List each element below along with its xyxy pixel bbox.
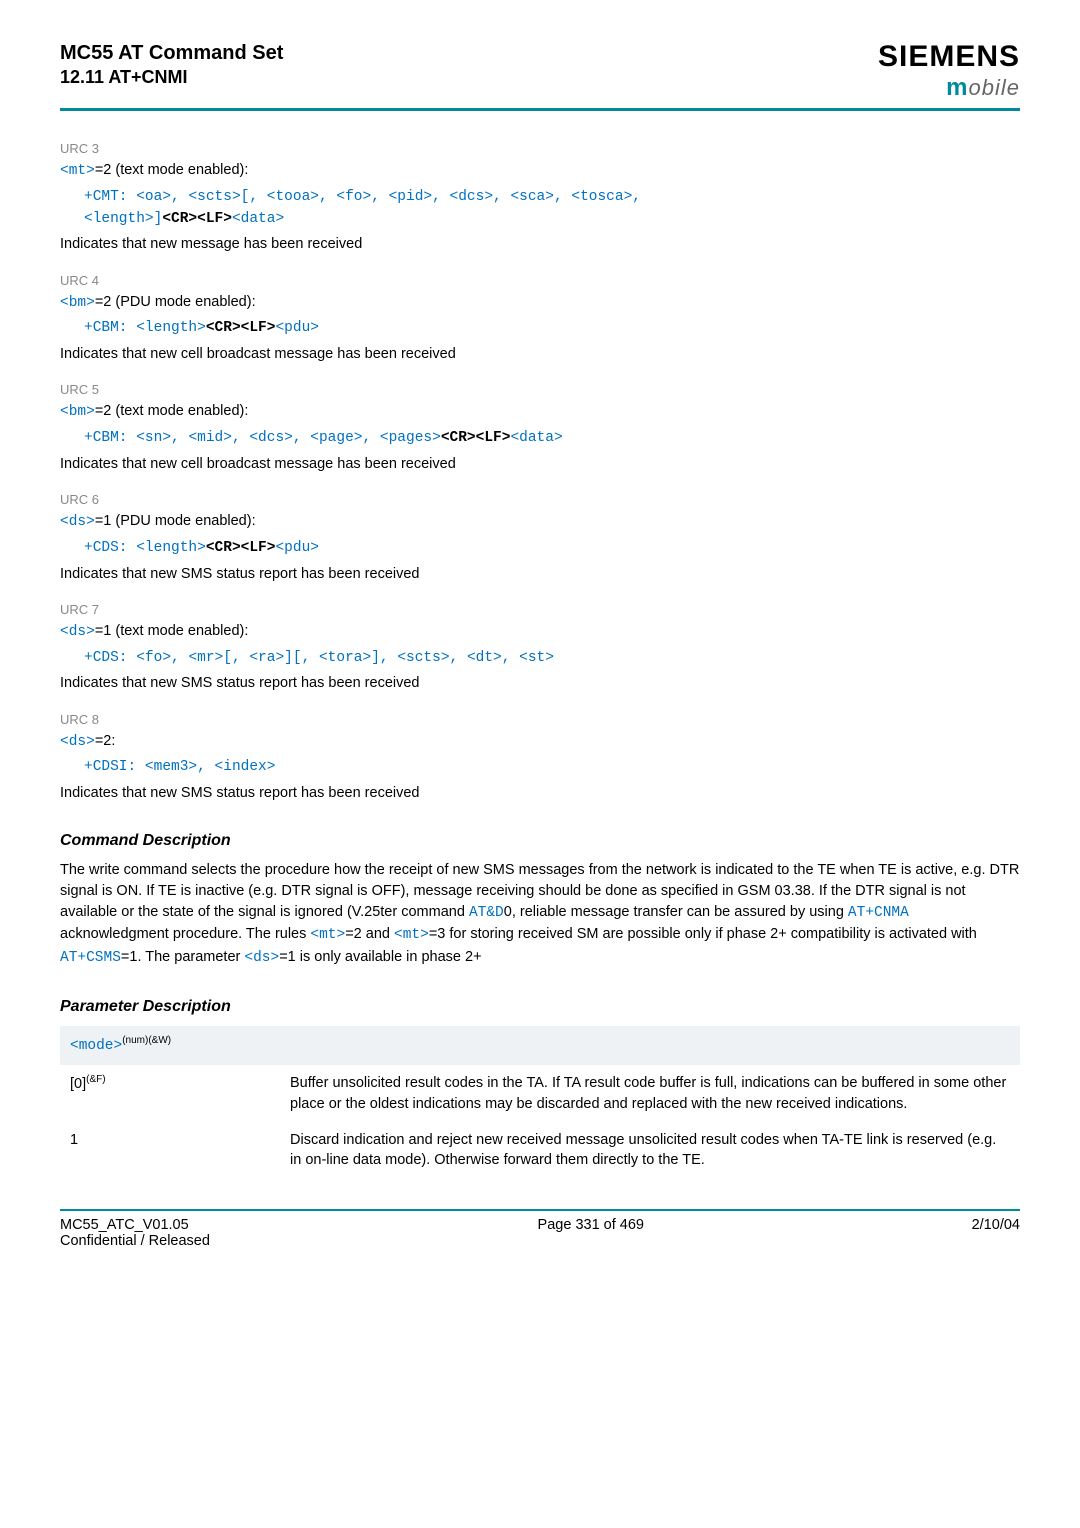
text: acknowledgment procedure. The rules — [60, 926, 310, 942]
param-ref[interactable]: <ds> — [60, 514, 95, 530]
header-rule — [60, 108, 1020, 111]
parameter-description-heading: Parameter Description — [60, 998, 1020, 1016]
footer-version: MC55_ATC_V01.05 — [60, 1217, 210, 1233]
doc-title: MC55 AT Command Set — [60, 40, 283, 66]
param-ref[interactable]: <mt> — [60, 163, 95, 179]
param-value: Discard indication and reject new receiv… — [280, 1122, 1020, 1179]
urc-code: +CBM: <length><CR><LF><pdu> — [84, 318, 1020, 340]
key-sup: (&F) — [86, 1074, 105, 1085]
urc-5: URC 5 <bm>=2 (text mode enabled): +CBM: … — [60, 382, 1020, 474]
urc-mode-line: <ds>=2: — [60, 731, 1020, 754]
param-ref[interactable]: <ds> — [60, 624, 95, 640]
urc-desc: Indicates that new SMS status report has… — [60, 783, 1020, 803]
table-row: <mode>(num)(&W) — [60, 1026, 1020, 1066]
mode-text: =2 (PDU mode enabled): — [95, 294, 256, 310]
urc-4: URC 4 <bm>=2 (PDU mode enabled): +CBM: <… — [60, 273, 1020, 365]
command-description-heading: Command Description — [60, 832, 1020, 850]
brand-block: SIEMENS mobile — [878, 40, 1020, 102]
table-row: [0](&F) Buffer unsolicited result codes … — [60, 1065, 1020, 1122]
mt-ref[interactable]: <mt> — [310, 927, 345, 943]
mode-cell: <mode>(num)(&W) — [60, 1026, 1020, 1066]
parameter-table: <mode>(num)(&W) [0](&F) Buffer unsolicit… — [60, 1026, 1020, 1179]
at-d-link[interactable]: AT&D — [469, 905, 504, 921]
urc-label: URC 4 — [60, 273, 1020, 288]
command-description-text: The write command selects the procedure … — [60, 860, 1020, 970]
text: =3 for storing received SM are possible … — [429, 926, 977, 942]
urc-label: URC 7 — [60, 602, 1020, 617]
ds-ref[interactable]: <ds> — [244, 950, 279, 966]
urc-desc: Indicates that new cell broadcast messag… — [60, 454, 1020, 474]
urc-code: +CDS: <length><CR><LF><pdu> — [84, 538, 1020, 560]
at-csms-link[interactable]: AT+CSMS — [60, 950, 121, 966]
table-row: 1 Discard indication and reject new rece… — [60, 1122, 1020, 1179]
footer-date: 2/10/04 — [972, 1217, 1020, 1249]
param-key: 1 — [60, 1122, 280, 1179]
param-ref[interactable]: <ds> — [60, 734, 95, 750]
urc-desc: Indicates that new cell broadcast messag… — [60, 344, 1020, 364]
brand-sub-text: obile — [969, 75, 1020, 100]
mode-text: =1 (text mode enabled): — [95, 623, 249, 639]
footer-page: Page 331 of 469 — [538, 1217, 644, 1249]
urc-7: URC 7 <ds>=1 (text mode enabled): +CDS: … — [60, 602, 1020, 694]
urc-code: +CBM: <sn>, <mid>, <dcs>, <page>, <pages… — [84, 428, 1020, 450]
brand-sub: mobile — [878, 74, 1020, 102]
text: =2 and — [345, 926, 394, 942]
urc-code: +CDS: <fo>, <mr>[, <ra>][, <tora>], <sct… — [84, 648, 1020, 670]
urc-label: URC 5 — [60, 382, 1020, 397]
urc-label: URC 8 — [60, 712, 1020, 727]
text: =1. The parameter — [121, 949, 244, 965]
urc-mode-line: <ds>=1 (PDU mode enabled): — [60, 511, 1020, 534]
urc-mode-line: <ds>=1 (text mode enabled): — [60, 621, 1020, 644]
page-footer: MC55_ATC_V01.05 Confidential / Released … — [60, 1217, 1020, 1249]
footer-left: MC55_ATC_V01.05 Confidential / Released — [60, 1217, 210, 1249]
mt-ref[interactable]: <mt> — [394, 927, 429, 943]
urc-desc: Indicates that new message has been rece… — [60, 234, 1020, 254]
page-header: MC55 AT Command Set 12.11 AT+CNMI SIEMEN… — [60, 40, 1020, 102]
mode-text: =1 (PDU mode enabled): — [95, 513, 256, 529]
param-ref[interactable]: <bm> — [60, 404, 95, 420]
title-block: MC55 AT Command Set 12.11 AT+CNMI — [60, 40, 283, 89]
mode-text: =2 (text mode enabled): — [95, 403, 249, 419]
mode-text: =2: — [95, 733, 116, 749]
urc-label: URC 3 — [60, 141, 1020, 156]
doc-subtitle: 12.11 AT+CNMI — [60, 66, 283, 89]
brand-name: SIEMENS — [878, 40, 1020, 74]
urc-mode-line: <mt>=2 (text mode enabled): — [60, 160, 1020, 183]
mode-label[interactable]: <mode> — [70, 1038, 122, 1054]
urc-label: URC 6 — [60, 492, 1020, 507]
text: 0, reliable message transfer can be assu… — [504, 904, 848, 920]
key-text: [0] — [70, 1076, 86, 1092]
footer-rule — [60, 1209, 1020, 1211]
urc-code: +CDSI: <mem3>, <index> — [84, 757, 1020, 779]
urc-desc: Indicates that new SMS status report has… — [60, 564, 1020, 584]
text: =1 is only available in phase 2+ — [279, 949, 481, 965]
param-value: Buffer unsolicited result codes in the T… — [280, 1065, 1020, 1122]
urc-code: +CMT: <oa>, <scts>[, <tooa>, <fo>, <pid>… — [84, 187, 1020, 231]
at-cnma-link[interactable]: AT+CNMA — [848, 905, 909, 921]
param-ref[interactable]: <bm> — [60, 295, 95, 311]
mode-text: =2 (text mode enabled): — [95, 162, 249, 178]
urc-3: URC 3 <mt>=2 (text mode enabled): +CMT: … — [60, 141, 1020, 255]
urc-mode-line: <bm>=2 (PDU mode enabled): — [60, 292, 1020, 315]
footer-confidential: Confidential / Released — [60, 1233, 210, 1249]
param-key: [0](&F) — [60, 1065, 280, 1122]
urc-8: URC 8 <ds>=2: +CDSI: <mem3>, <index> Ind… — [60, 712, 1020, 804]
urc-mode-line: <bm>=2 (text mode enabled): — [60, 401, 1020, 424]
urc-6: URC 6 <ds>=1 (PDU mode enabled): +CDS: <… — [60, 492, 1020, 584]
urc-desc: Indicates that new SMS status report has… — [60, 673, 1020, 693]
mode-sup: (num)(&W) — [122, 1035, 171, 1046]
